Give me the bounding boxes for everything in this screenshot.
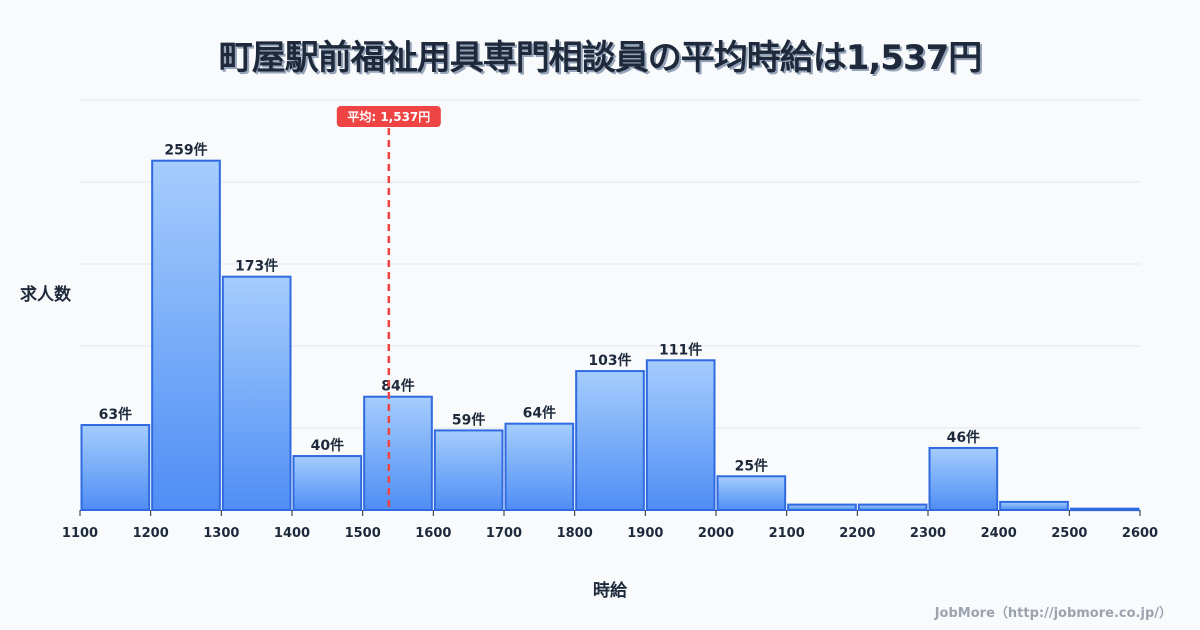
histogram-bar (1069, 507, 1140, 512)
histogram-bar (504, 422, 575, 511)
x-tick-label: 2600 (1122, 526, 1158, 541)
x-tick-label: 1400 (274, 526, 310, 541)
histogram-bar (857, 503, 928, 511)
bar-value-label: 64件 (523, 405, 556, 422)
histogram-bar (292, 455, 363, 512)
histogram-bar (716, 475, 787, 512)
x-tick-label: 2000 (698, 526, 734, 541)
bar-value-label: 84件 (381, 378, 414, 395)
chart-title: 町屋駅前福祉用具専門相談員の平均時給は1,537円 (218, 38, 983, 78)
x-tick-label: 1700 (486, 526, 522, 541)
x-tick-label: 1800 (557, 526, 593, 541)
histogram-bar (999, 500, 1069, 512)
histogram-bar (221, 275, 292, 512)
x-tick-label: 1300 (203, 526, 239, 541)
x-tick-label: 1200 (133, 526, 169, 541)
histogram-bar (433, 429, 504, 512)
x-tick-label: 1500 (345, 526, 381, 541)
histogram-bar (363, 395, 433, 512)
bar-value-label: 25件 (735, 457, 768, 474)
y-axis-label: 求人数 (20, 285, 71, 305)
x-tick-label: 2300 (910, 526, 946, 541)
histogram-bar (80, 424, 151, 511)
x-tick-label: 2500 (1051, 526, 1087, 541)
bar-value-label: 111件 (659, 341, 702, 358)
bar-value-label: 46件 (947, 429, 980, 446)
mean-badge-label: 平均: 1,537円 (347, 109, 430, 124)
bar-value-label: 173件 (235, 258, 278, 275)
histogram-bar (928, 446, 999, 512)
x-tick-label: 2100 (769, 526, 805, 541)
bar-value-label: 40件 (311, 437, 344, 454)
x-tick-label: 1100 (62, 526, 98, 541)
histogram-bar (645, 359, 716, 511)
bar-value-label: 59件 (452, 411, 485, 428)
source-credit: JobMore（http://jobmore.co.jp/） (934, 606, 1172, 621)
bar-value-label: 103件 (588, 352, 631, 369)
bar-value-label: 259件 (164, 142, 207, 159)
mean-badge (336, 106, 441, 127)
histogram-bar (151, 159, 221, 511)
x-tick-label: 1600 (415, 526, 451, 541)
x-tick-label: 2400 (981, 526, 1017, 541)
bar-value-label: 63件 (99, 406, 132, 423)
x-tick-label: 2200 (839, 526, 875, 541)
histogram-bar (575, 370, 645, 512)
x-axis-label: 時給 (593, 581, 627, 601)
histogram-bar (787, 503, 857, 511)
x-tick-label: 1900 (627, 526, 663, 541)
